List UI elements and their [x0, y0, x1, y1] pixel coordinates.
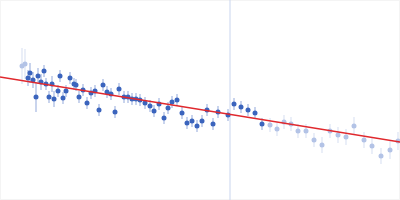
- data-point: [61, 96, 66, 101]
- data-point: [232, 102, 237, 107]
- data-point: [175, 98, 180, 103]
- data-point: [320, 143, 325, 148]
- chart: [0, 0, 400, 200]
- data-point: [97, 108, 102, 113]
- data-point: [36, 74, 41, 79]
- data-point: [344, 135, 349, 140]
- data-point: [117, 87, 122, 92]
- data-point: [58, 74, 63, 79]
- data-point: [336, 133, 341, 138]
- data-point: [260, 122, 265, 127]
- data-point: [52, 97, 57, 102]
- data-point: [268, 123, 273, 128]
- data-point: [162, 116, 167, 121]
- data-point: [101, 83, 106, 88]
- data-point: [166, 106, 171, 111]
- data-point: [74, 83, 79, 88]
- data-point: [185, 121, 190, 126]
- data-point: [312, 138, 317, 143]
- data-point: [195, 124, 200, 129]
- data-point: [148, 104, 153, 109]
- data-point: [275, 127, 280, 132]
- data-point: [23, 62, 28, 67]
- data-point: [68, 76, 73, 81]
- data-point: [180, 111, 185, 116]
- data-point: [296, 129, 301, 134]
- data-point: [211, 122, 216, 127]
- fit-line: [0, 77, 400, 142]
- data-point: [190, 119, 195, 124]
- plot-frame: [1, 1, 400, 200]
- data-point: [77, 95, 82, 100]
- reference-line: [230, 0, 231, 200]
- data-point: [253, 111, 258, 116]
- data-point: [34, 95, 39, 100]
- data-point: [200, 119, 205, 124]
- data-point: [85, 101, 90, 106]
- data-point: [370, 144, 375, 149]
- data-point: [28, 71, 33, 76]
- point-series: [26, 63, 265, 132]
- point-series: [268, 115, 400, 164]
- data-point: [304, 129, 309, 134]
- data-point: [47, 95, 52, 100]
- data-point: [352, 124, 357, 129]
- data-point: [64, 89, 69, 94]
- data-point: [388, 148, 393, 153]
- data-point: [170, 100, 175, 105]
- data-point: [246, 108, 251, 113]
- data-point: [113, 110, 118, 115]
- data-point: [152, 109, 157, 114]
- data-point: [379, 154, 384, 159]
- data-point: [239, 105, 244, 110]
- data-point: [362, 138, 367, 143]
- data-point: [56, 89, 61, 94]
- plot-area: [0, 0, 400, 200]
- data-point: [42, 69, 47, 74]
